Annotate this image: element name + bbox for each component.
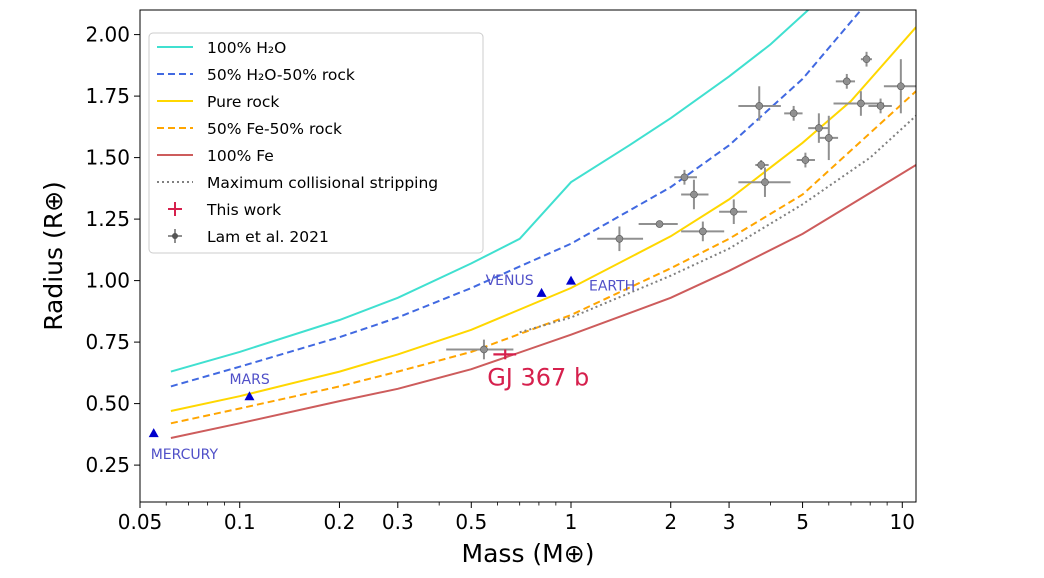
curve-50-h-o-50-rock — [170, 10, 862, 388]
lam-point-16 — [833, 91, 884, 116]
x-axis-title: Mass (M⊕) — [462, 539, 595, 568]
plot-frame — [139, 9, 917, 503]
lam-point-9 — [755, 160, 769, 170]
lam-point-19 — [883, 59, 916, 114]
lam-point-marker — [815, 124, 823, 132]
legend-item-100-h-o: 100% H₂O — [157, 39, 286, 57]
legend-item-100-fe: 100% Fe — [157, 147, 274, 165]
legend-label: Maximum collisional stripping — [207, 174, 438, 192]
lam-point-marker — [857, 99, 865, 108]
legend-label: Pure rock — [207, 93, 279, 111]
lam-point-marker — [843, 77, 851, 86]
lam-point-marker — [729, 207, 738, 216]
curve-100-h-o — [170, 10, 809, 373]
planet-venus-marker — [536, 287, 547, 297]
x-tick-label: 0.1 — [224, 510, 256, 534]
lam-point-marker — [757, 161, 765, 169]
lam-point-3 — [638, 220, 678, 228]
lam-point-marker — [789, 109, 798, 118]
y-tick-label: 1.00 — [85, 269, 130, 293]
lam-point-8 — [738, 86, 781, 121]
curve-100-fe — [170, 164, 916, 439]
planet-mercury-label: MERCURY — [151, 447, 219, 463]
lam-point-marker — [655, 220, 664, 228]
lam-point-11 — [784, 105, 803, 121]
axes: 0.05 0.1 0.2 0.3 0.5 1 2 3 5 10 0.25 0.50 0.75 1.00 1.… — [85, 23, 915, 534]
lam-point-marker — [680, 173, 689, 182]
x-tick-label: 0.2 — [324, 510, 356, 534]
planet-earth-label: EARTH — [589, 279, 635, 295]
x-tick-label: 0.05 — [118, 510, 163, 534]
y-tick-label: 1.25 — [85, 207, 130, 231]
y-axis-title: Radius (R⊕) — [39, 181, 68, 331]
curve-50-fe-50-rock — [170, 90, 916, 425]
y-tick-label: 1.75 — [85, 84, 130, 108]
x-tick-label: 0.3 — [382, 510, 414, 534]
lam-point-marker — [801, 156, 810, 164]
legend-swatch-dot — [172, 233, 178, 239]
annotations: MERCURY MARS VENUS EARTH GJ 367 b — [148, 273, 635, 463]
lam-point-marker — [761, 178, 769, 186]
planet-earth-marker — [566, 275, 577, 285]
x-tick-label: 5 — [796, 510, 809, 534]
planet-mars-label: MARS — [229, 372, 269, 388]
x-tick-label: 1 — [565, 510, 578, 534]
x-tick-label: 10 — [890, 510, 915, 534]
lam-point-14 — [818, 115, 839, 161]
y-tick-label: 1.50 — [85, 146, 130, 170]
planet-venus-label: VENUS — [486, 273, 534, 289]
lam-point-marker — [615, 234, 624, 243]
lam-point-7 — [719, 199, 748, 225]
y-tick-label: 0.75 — [85, 330, 130, 354]
lam-point-12 — [796, 152, 815, 168]
lam-point-marker — [480, 345, 488, 354]
x-tick-label: 2 — [664, 510, 677, 534]
lam-point-marker — [699, 227, 707, 236]
y-tick-label: 2.00 — [85, 23, 130, 47]
data-markers — [446, 51, 916, 360]
legend-item-50-h-o-50-rock: 50% H₂O-50% rock — [157, 66, 355, 84]
lam-point-marker — [862, 55, 871, 64]
lam-point-5 — [681, 179, 709, 210]
planet-mercury-marker — [148, 428, 159, 438]
legend-label: This work — [206, 201, 281, 219]
lam-point-2 — [597, 226, 644, 252]
curve-maximum-collisional-stripping — [519, 115, 916, 334]
this-work-label: GJ 367 b — [487, 363, 589, 391]
y-tick-label: 0.50 — [85, 392, 130, 416]
legend: 100% H₂O 50% H₂O-50% rock Pure rock 50% Fe-… — [148, 32, 484, 254]
legend-label: 100% H₂O — [207, 39, 286, 57]
legend-label: 50% H₂O-50% rock — [207, 66, 355, 84]
lam-point-marker — [690, 190, 698, 199]
planet-mars-marker — [244, 391, 255, 401]
x-tick-label: 0.5 — [455, 510, 487, 534]
lam-point-10 — [738, 167, 791, 197]
lam-point-4 — [674, 169, 697, 185]
legend-box — [148, 32, 484, 254]
y-tick-label: 0.25 — [85, 453, 130, 477]
lam-point-1 — [446, 339, 514, 360]
lam-point-marker — [897, 82, 905, 91]
legend-item-50-fe-50-rock: 50% Fe-50% rock — [157, 120, 342, 138]
legend-item-maximum-collisional-stripping: Maximum collisional stripping — [157, 174, 438, 192]
legend-label: 50% Fe-50% rock — [207, 120, 342, 138]
lam-point-6 — [681, 221, 725, 242]
legend-label: Lam et al. 2021 — [207, 228, 329, 246]
this-work-point — [493, 349, 517, 360]
lam-point-marker — [824, 134, 833, 142]
lam-point-marker — [755, 102, 764, 110]
lam-point-15 — [835, 73, 856, 89]
legend-item-lam-et-al-2021: Lam et al. 2021 — [168, 228, 329, 246]
legend-label: 100% Fe — [207, 147, 274, 165]
lam-point-marker — [876, 102, 885, 110]
lam-point-18 — [868, 98, 892, 114]
legend-item-this-work: This work — [168, 201, 281, 219]
x-tick-label: 3 — [723, 510, 736, 534]
lam-point-17 — [860, 51, 872, 67]
legend-item-pure-rock: Pure rock — [157, 93, 279, 111]
